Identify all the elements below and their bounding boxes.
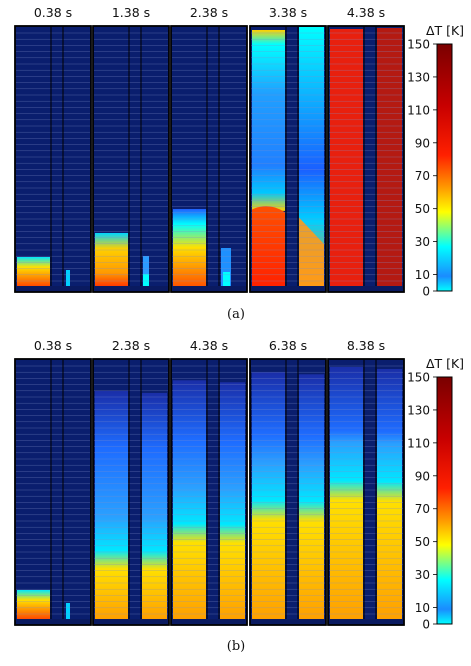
colorbar-tick-label: 10 bbox=[415, 268, 430, 282]
colorbar-tick-label: 70 bbox=[415, 169, 430, 183]
snapshot-column bbox=[327, 25, 405, 293]
colorbar-label: ΔT [K] bbox=[426, 356, 464, 371]
colorbar-tick-label: 150 bbox=[407, 371, 430, 385]
time-label: 0.38 s bbox=[34, 338, 72, 353]
time-label: 6.38 s bbox=[269, 338, 307, 353]
colorbar-tick-label: 50 bbox=[415, 535, 430, 549]
panel-caption: (b) bbox=[227, 639, 245, 654]
colorbar-tick-label: 110 bbox=[407, 103, 430, 117]
colorbar-tick-label: 110 bbox=[407, 436, 430, 450]
time-label: 4.38 s bbox=[190, 338, 228, 353]
colorbar-tick-label: 90 bbox=[415, 469, 430, 483]
panel-b: 0.38 s 2.38 s 4.38 s 6.38 s 8.38 s (b) bbox=[14, 338, 405, 654]
time-label: 2.38 s bbox=[190, 5, 228, 20]
snapshot-column bbox=[14, 25, 92, 293]
panel-a: 0.38 s 1.38 s 2.38 s 3.38 s 4.38 s (a) bbox=[14, 5, 405, 322]
time-label: 4.38 s bbox=[347, 5, 385, 20]
colorbar-tick-label: 0 bbox=[422, 618, 430, 632]
colorbar-tick-label: 50 bbox=[415, 202, 430, 216]
colorbar: ΔT [K]150 130 110 90 70 50 30 10 0 bbox=[407, 356, 464, 632]
colorbar-tick-label: 150 bbox=[407, 38, 430, 52]
time-label: 3.38 s bbox=[269, 5, 307, 20]
snapshot-column bbox=[249, 358, 327, 626]
colorbar: ΔT [K]150 130 110 90 70 50 30 10 0 bbox=[407, 23, 464, 299]
snapshot-column bbox=[14, 358, 92, 626]
colorbar-tick-label: 0 bbox=[422, 285, 430, 299]
snapshot-column bbox=[327, 358, 405, 626]
snapshot-column bbox=[170, 358, 248, 626]
colorbar-tick-label: 30 bbox=[415, 568, 430, 582]
snapshot-column bbox=[249, 25, 327, 293]
snapshot-column bbox=[92, 25, 170, 293]
time-label: 1.38 s bbox=[112, 5, 150, 20]
time-label: 8.38 s bbox=[347, 338, 385, 353]
colorbar-tick-label: 90 bbox=[415, 136, 430, 150]
snapshot-column bbox=[92, 358, 170, 626]
colorbar-tick-label: 130 bbox=[407, 403, 430, 417]
time-label: 0.38 s bbox=[34, 5, 72, 20]
colorbar-tick-label: 10 bbox=[415, 601, 430, 615]
colorbar-label: ΔT [K] bbox=[426, 23, 464, 38]
time-label: 2.38 s bbox=[112, 338, 150, 353]
panel-caption: (a) bbox=[227, 307, 245, 322]
colorbar-tick-label: 70 bbox=[415, 502, 430, 516]
colorbar-tick-label: 30 bbox=[415, 235, 430, 249]
snapshot-column bbox=[170, 25, 248, 293]
colorbar-tick-label: 130 bbox=[407, 70, 430, 84]
